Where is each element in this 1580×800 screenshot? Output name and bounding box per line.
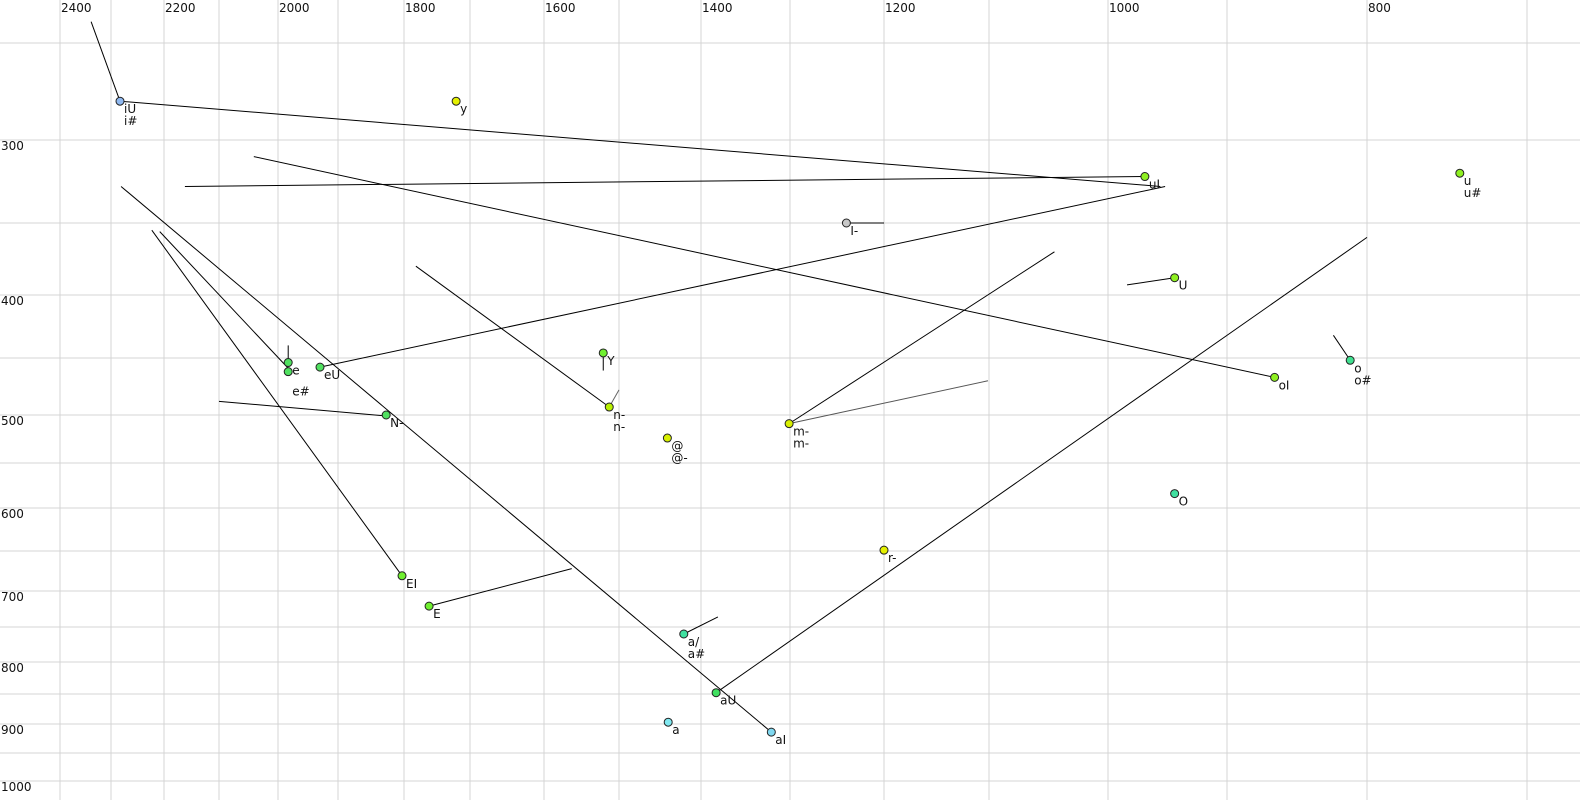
vowel-point[interactable] bbox=[663, 717, 673, 727]
vowel-point[interactable] bbox=[451, 96, 461, 106]
vowel-point[interactable] bbox=[1270, 372, 1280, 382]
vowel-point[interactable] bbox=[397, 571, 407, 581]
trajectory-line bbox=[1332, 335, 1351, 361]
y-tick-label: 700 bbox=[1, 590, 24, 604]
trajectory-line bbox=[218, 400, 387, 417]
y-tick-label: 800 bbox=[1, 661, 24, 675]
vowel-label: n- bbox=[613, 420, 625, 434]
vowel-label: N- bbox=[390, 416, 403, 430]
vowel-point[interactable] bbox=[381, 410, 391, 420]
trajectory-line bbox=[159, 231, 289, 369]
vowel-label: u bbox=[1464, 174, 1472, 188]
vowel-label: i# bbox=[124, 114, 137, 128]
vowel-label: aU bbox=[720, 694, 736, 708]
trajectory-line bbox=[253, 156, 1275, 378]
vowel-point[interactable] bbox=[604, 402, 614, 412]
vowel-point[interactable] bbox=[662, 433, 672, 443]
vowel-label: m- bbox=[793, 425, 809, 439]
vowel-point[interactable] bbox=[679, 629, 689, 639]
trajectory-line bbox=[789, 380, 989, 425]
y-tick-label: 1000 bbox=[1, 780, 32, 794]
vowel-point[interactable] bbox=[1140, 172, 1150, 182]
vowel-label: I- bbox=[850, 224, 858, 238]
vowel-label: u# bbox=[1464, 186, 1482, 200]
x-tick-label: 2000 bbox=[279, 1, 310, 15]
vowel-label: o bbox=[1354, 361, 1361, 375]
y-tick-label: 900 bbox=[1, 723, 24, 737]
vowel-point[interactable] bbox=[1170, 489, 1180, 499]
y-tick-label: 600 bbox=[1, 507, 24, 521]
vowel-label: O bbox=[1179, 495, 1188, 509]
vowel-point[interactable] bbox=[115, 96, 125, 106]
vowel-point[interactable] bbox=[1345, 355, 1355, 365]
vowel-label: @- bbox=[671, 451, 687, 465]
vowel-label: U bbox=[1179, 279, 1188, 293]
vowel-label: e bbox=[292, 364, 299, 378]
trajectory-line bbox=[428, 568, 572, 607]
vowel-label: E bbox=[433, 607, 441, 621]
vowel-label: n- bbox=[613, 408, 625, 422]
x-tick-label: 2200 bbox=[165, 1, 196, 15]
trajectory-line bbox=[319, 185, 1166, 368]
vowel-point[interactable] bbox=[879, 545, 889, 555]
y-tick-label: 400 bbox=[1, 294, 24, 308]
vowel-point[interactable] bbox=[315, 362, 325, 372]
trajectory-line bbox=[184, 176, 1145, 187]
vowel-label: o# bbox=[1354, 373, 1371, 387]
vowel-point[interactable] bbox=[841, 218, 851, 228]
trajectory-line bbox=[683, 616, 719, 635]
vowel-label: a/ bbox=[688, 635, 700, 649]
vowel-point[interactable] bbox=[1455, 168, 1465, 178]
trajectory-line bbox=[119, 100, 1161, 187]
x-tick-label: 800 bbox=[1368, 1, 1391, 15]
x-tick-label: 2400 bbox=[61, 1, 92, 15]
vowel-point[interactable] bbox=[784, 419, 794, 429]
vowel-label: @ bbox=[671, 439, 683, 453]
vowel-point[interactable] bbox=[1170, 273, 1180, 283]
vowel-label: e# bbox=[292, 385, 309, 399]
vowel-label: Y bbox=[606, 354, 615, 368]
trajectory-line bbox=[90, 21, 121, 102]
vowel-point[interactable] bbox=[283, 358, 293, 368]
x-tick-label: 1400 bbox=[702, 1, 733, 15]
vowel-label: oI bbox=[1279, 378, 1290, 392]
y-tick-label: 300 bbox=[1, 139, 24, 153]
vowel-label: a bbox=[672, 723, 679, 737]
x-tick-label: 1200 bbox=[885, 1, 916, 15]
x-tick-label: 1600 bbox=[545, 1, 576, 15]
x-tick-label: 1000 bbox=[1109, 1, 1140, 15]
trajectory-line bbox=[1126, 277, 1175, 286]
vowel-label: y bbox=[460, 102, 467, 116]
vowel-label: r- bbox=[888, 551, 897, 565]
vowel-point[interactable] bbox=[711, 688, 721, 698]
trajectory-line bbox=[120, 186, 772, 733]
vowel-label: uI bbox=[1149, 178, 1160, 192]
trajectory-line bbox=[151, 229, 403, 577]
y-tick-label: 500 bbox=[1, 414, 24, 428]
vowel-point[interactable] bbox=[598, 348, 608, 358]
trajectory-line bbox=[715, 236, 1368, 694]
vowel-point[interactable] bbox=[766, 727, 776, 737]
x-tick-label: 1800 bbox=[405, 1, 436, 15]
vowel-label: eU bbox=[324, 368, 340, 382]
trajectory-line bbox=[788, 251, 1055, 425]
vowel-point[interactable] bbox=[424, 601, 434, 611]
vowel-label: aI bbox=[775, 733, 786, 747]
trajectory-line bbox=[415, 265, 610, 408]
vowel-label: a# bbox=[688, 647, 705, 661]
vowel-point[interactable] bbox=[283, 367, 293, 377]
vowel-label: EI bbox=[406, 577, 417, 591]
vowel-label: m- bbox=[793, 437, 809, 451]
vowel-label: iU bbox=[124, 102, 136, 116]
